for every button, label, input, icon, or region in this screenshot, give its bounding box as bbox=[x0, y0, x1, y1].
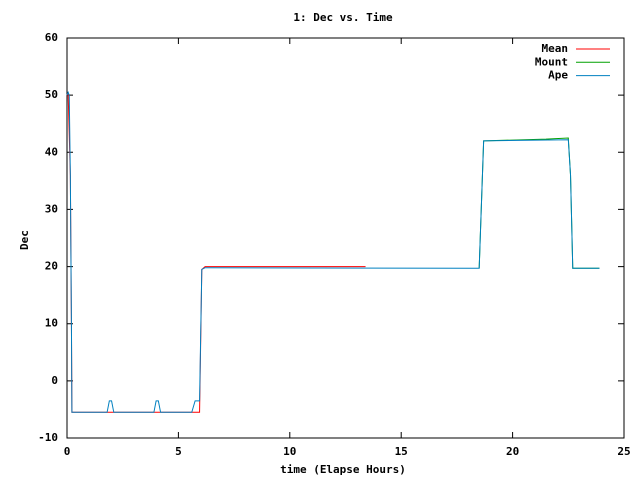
y-tick-label: 10 bbox=[45, 317, 58, 330]
y-tick-label: 50 bbox=[45, 88, 58, 101]
data-line bbox=[66, 92, 366, 413]
data-line bbox=[66, 90, 600, 413]
x-tick-label: 5 bbox=[175, 445, 182, 458]
x-tick-label: 15 bbox=[395, 445, 408, 458]
legend-label: Mean bbox=[542, 42, 569, 55]
x-axis-label: time (Elapse Hours) bbox=[280, 463, 406, 476]
y-tick-label: 60 bbox=[45, 31, 58, 44]
y-tick-label: 40 bbox=[45, 145, 58, 158]
legend-label: Mount bbox=[535, 55, 568, 68]
y-tick-label: 30 bbox=[45, 202, 58, 215]
data-line bbox=[478, 137, 600, 269]
plot-frame bbox=[66, 37, 625, 439]
legend-label: Ape bbox=[548, 69, 568, 82]
y-axis-label: Dec bbox=[18, 230, 31, 250]
x-tick-label: 20 bbox=[506, 445, 519, 458]
x-tick-label: 10 bbox=[283, 445, 296, 458]
x-tick-label: 25 bbox=[617, 445, 630, 458]
y-tick-label: 0 bbox=[51, 374, 58, 387]
y-tick-label: 20 bbox=[45, 260, 58, 273]
y-tick-label: -10 bbox=[38, 431, 58, 444]
x-tick-label: 0 bbox=[64, 445, 71, 458]
chart-title: 1: Dec vs. Time bbox=[293, 11, 393, 24]
